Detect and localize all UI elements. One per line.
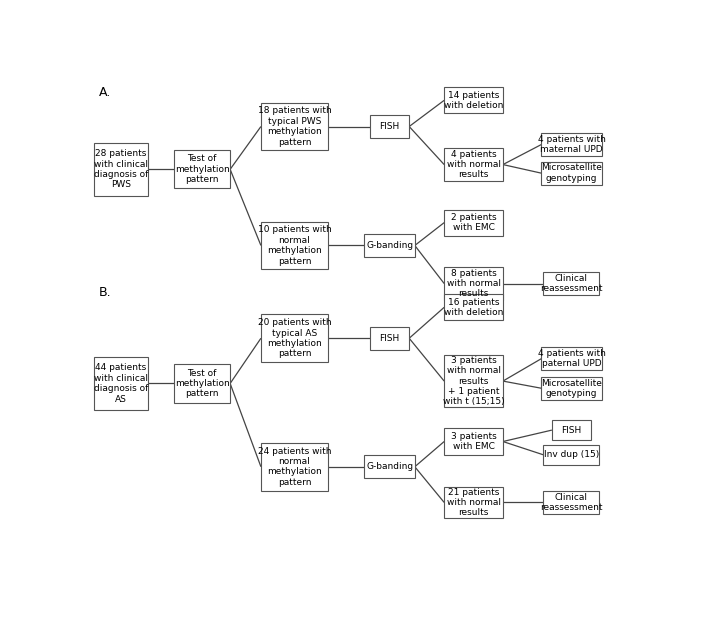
- Text: Test of
methylation
pattern: Test of methylation pattern: [175, 154, 230, 184]
- FancyBboxPatch shape: [95, 143, 147, 195]
- Text: 4 patients with
paternal UPD: 4 patients with paternal UPD: [537, 349, 606, 368]
- FancyBboxPatch shape: [444, 267, 503, 300]
- Text: 3 patients
with EMC: 3 patients with EMC: [451, 432, 497, 451]
- FancyBboxPatch shape: [261, 315, 328, 362]
- Text: Microsatellite
genotyping: Microsatellite genotyping: [541, 163, 602, 183]
- Text: Inv dup (15): Inv dup (15): [544, 451, 599, 459]
- Text: FISH: FISH: [380, 334, 400, 343]
- FancyBboxPatch shape: [552, 420, 591, 440]
- FancyBboxPatch shape: [95, 357, 147, 410]
- FancyBboxPatch shape: [542, 377, 601, 400]
- Text: A.: A.: [99, 86, 111, 99]
- Text: 24 patients with
normal
methylation
pattern: 24 patients with normal methylation patt…: [258, 447, 331, 487]
- FancyBboxPatch shape: [174, 365, 230, 402]
- FancyBboxPatch shape: [365, 455, 415, 478]
- FancyBboxPatch shape: [544, 491, 599, 514]
- Text: 16 patients
with deletion: 16 patients with deletion: [444, 298, 503, 317]
- Text: 4 patients with
maternal UPD: 4 patients with maternal UPD: [537, 135, 606, 154]
- FancyBboxPatch shape: [542, 133, 601, 156]
- Text: 3 patients
with normal
results
+ 1 patient
with t (15;15): 3 patients with normal results + 1 patie…: [443, 356, 505, 407]
- Text: 28 patients
with clinical
diagnosis of
PWS: 28 patients with clinical diagnosis of P…: [94, 149, 148, 190]
- Text: 20 patients with
typical AS
methylation
pattern: 20 patients with typical AS methylation …: [258, 318, 331, 358]
- FancyBboxPatch shape: [544, 445, 599, 465]
- FancyBboxPatch shape: [261, 222, 328, 269]
- Text: FISH: FISH: [380, 122, 400, 131]
- Text: Clinical
reassessment: Clinical reassessment: [540, 274, 603, 293]
- FancyBboxPatch shape: [370, 115, 409, 138]
- FancyBboxPatch shape: [261, 443, 328, 491]
- FancyBboxPatch shape: [370, 327, 409, 350]
- FancyBboxPatch shape: [544, 272, 599, 295]
- FancyBboxPatch shape: [444, 87, 503, 114]
- FancyBboxPatch shape: [174, 150, 230, 188]
- Text: 4 patients
with normal
results: 4 patients with normal results: [446, 150, 500, 179]
- Text: FISH: FISH: [561, 426, 582, 434]
- Text: 14 patients
with deletion: 14 patients with deletion: [444, 91, 503, 110]
- FancyBboxPatch shape: [444, 148, 503, 181]
- Text: 44 patients
with clinical
diagnosis of
AS: 44 patients with clinical diagnosis of A…: [94, 363, 148, 404]
- FancyBboxPatch shape: [444, 355, 503, 407]
- FancyBboxPatch shape: [444, 428, 503, 455]
- FancyBboxPatch shape: [444, 487, 503, 518]
- Text: 18 patients with
typical PWS
methylation
pattern: 18 patients with typical PWS methylation…: [258, 106, 331, 146]
- Text: 8 patients
with normal
results: 8 patients with normal results: [446, 269, 500, 298]
- Text: G-banding: G-banding: [366, 241, 413, 250]
- FancyBboxPatch shape: [444, 294, 503, 320]
- FancyBboxPatch shape: [542, 162, 601, 185]
- Text: Test of
methylation
pattern: Test of methylation pattern: [175, 368, 230, 399]
- Text: Clinical
reassessment: Clinical reassessment: [540, 493, 603, 512]
- Text: 21 patients
with normal
results: 21 patients with normal results: [446, 488, 500, 517]
- FancyBboxPatch shape: [542, 347, 601, 370]
- FancyBboxPatch shape: [444, 210, 503, 235]
- Text: G-banding: G-banding: [366, 462, 413, 472]
- FancyBboxPatch shape: [365, 234, 415, 257]
- Text: 2 patients
with EMC: 2 patients with EMC: [451, 213, 496, 232]
- FancyBboxPatch shape: [261, 103, 328, 150]
- Text: B.: B.: [99, 286, 111, 299]
- Text: 10 patients with
normal
methylation
pattern: 10 patients with normal methylation patt…: [258, 226, 331, 266]
- Text: Microsatellite
genotyping: Microsatellite genotyping: [541, 379, 602, 398]
